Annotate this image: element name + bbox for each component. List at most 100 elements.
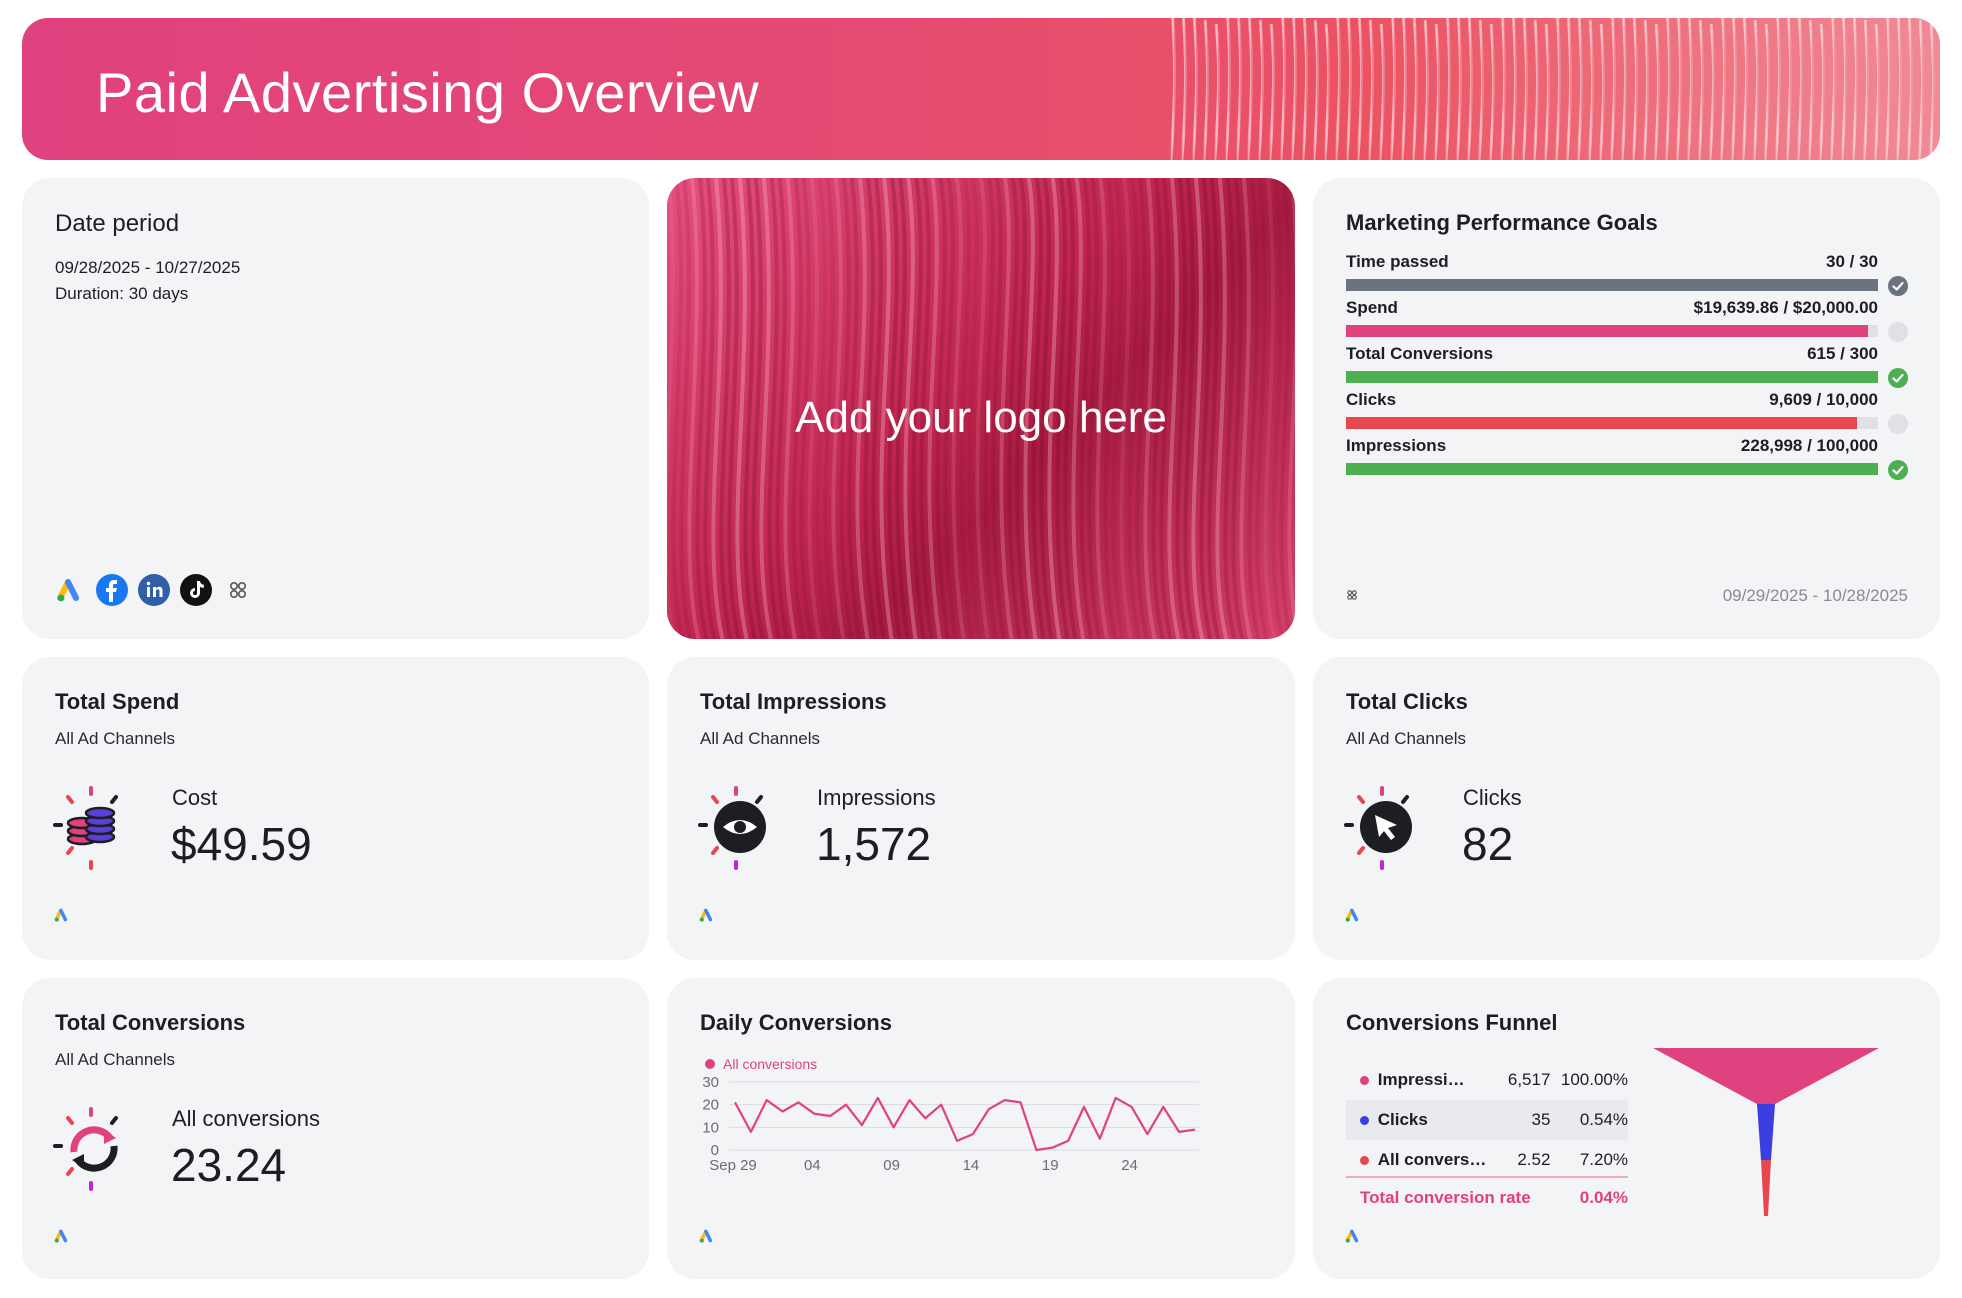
data-point[interactable] xyxy=(826,1112,834,1120)
data-point[interactable] xyxy=(794,1098,802,1106)
banner-wave-line xyxy=(1829,18,1837,160)
goal-row: Clicks 9,609 / 10,000 xyxy=(1346,390,1878,410)
integrations-icon[interactable] xyxy=(1345,588,1359,605)
banner-wave-line xyxy=(1202,19,1210,160)
google-ads-icon[interactable] xyxy=(54,574,86,606)
data-point[interactable] xyxy=(1128,1103,1136,1111)
funnel-row-name: Impressi… xyxy=(1377,1070,1465,1089)
data-point[interactable] xyxy=(890,1123,898,1131)
data-point[interactable] xyxy=(921,1114,929,1122)
goal-label: Spend xyxy=(1346,298,1398,317)
banner-wave-line xyxy=(1521,18,1529,160)
data-point[interactable] xyxy=(1017,1098,1025,1106)
data-point[interactable] xyxy=(1048,1144,1056,1152)
logo-wave-line xyxy=(667,178,677,639)
spend-title: Total Spend xyxy=(55,689,180,714)
data-point[interactable] xyxy=(1159,1103,1167,1111)
logo-wave-line xyxy=(1055,178,1070,639)
data-point[interactable] xyxy=(1175,1128,1183,1136)
data-point[interactable] xyxy=(969,1130,977,1138)
integrations-icon[interactable] xyxy=(222,574,254,606)
logo-placeholder-card[interactable]: Add your logo here xyxy=(667,178,1295,639)
tiktok-ads-icon[interactable] xyxy=(180,574,212,606)
daily-conversions-chart: 0 10 20 30 Sep 29 04 09 14 19 24 xyxy=(702,1074,1199,1174)
data-point[interactable] xyxy=(731,1098,739,1106)
data-point[interactable] xyxy=(747,1128,755,1136)
data-point[interactable] xyxy=(953,1137,961,1145)
data-point[interactable] xyxy=(858,1121,866,1129)
date-period-title: Date period xyxy=(55,210,180,237)
banner-wave-line xyxy=(1840,18,1848,160)
data-point[interactable] xyxy=(779,1107,787,1115)
logo-wave-line xyxy=(967,178,982,639)
logo-wave-line xyxy=(1255,178,1269,639)
data-point[interactable] xyxy=(905,1096,913,1104)
data-point[interactable] xyxy=(1080,1103,1088,1111)
banner-wave-line xyxy=(1697,19,1705,160)
duration-text: Duration: 30 days xyxy=(55,284,189,303)
data-point[interactable] xyxy=(1064,1137,1072,1145)
goal-status-icon xyxy=(1888,368,1908,388)
data-point[interactable] xyxy=(1096,1135,1104,1143)
logo-wave-line xyxy=(1231,178,1245,639)
banner-wave-line xyxy=(1378,23,1386,160)
banner-wave-line xyxy=(1708,23,1716,160)
total-clicks-card: Total Clicks All Ad Channels Clicks 82 xyxy=(1313,657,1940,960)
clicks-value: 82 xyxy=(1462,818,1514,870)
conversion-rate-label: Total conversion rate xyxy=(1360,1188,1531,1207)
data-point[interactable] xyxy=(937,1101,945,1109)
banner-wave-line xyxy=(1367,19,1375,160)
banner-wave-line xyxy=(1664,18,1672,160)
goal-label: Clicks xyxy=(1346,390,1397,409)
coins-icon xyxy=(53,786,118,870)
banner-wave-line xyxy=(1235,18,1243,160)
logo-wave-line xyxy=(855,178,870,639)
banner-wave-line xyxy=(1807,19,1815,160)
spend-value: $49.59 xyxy=(171,818,312,870)
goal-item: Clicks 9,609 / 10,000 xyxy=(1346,390,1908,434)
goal-value: $19,639.86 / $20,000.00 xyxy=(1693,298,1878,317)
data-point[interactable] xyxy=(1001,1096,1009,1104)
data-point[interactable] xyxy=(874,1094,882,1102)
data-point[interactable] xyxy=(1032,1146,1040,1154)
logo-wave-line xyxy=(1031,178,1046,639)
funnel-row-percent: 7.20% xyxy=(1579,1150,1629,1169)
conversion-rate-row: Total conversion rate 0.04% xyxy=(1346,1176,1628,1208)
banner-wave-art xyxy=(1169,18,1936,160)
banner-wave-line xyxy=(1389,18,1397,160)
logo-wave-line xyxy=(1015,178,1030,639)
logo-wave-line xyxy=(943,178,958,639)
banner-wave-line xyxy=(1477,19,1485,160)
logo-wave-line xyxy=(1079,178,1094,639)
logo-wave-line xyxy=(999,178,1014,639)
data-point[interactable] xyxy=(985,1105,993,1113)
data-point[interactable] xyxy=(1143,1130,1151,1138)
logo-wave-line xyxy=(735,178,749,639)
chart-legend[interactable]: All conversions xyxy=(705,1056,817,1072)
data-point[interactable] xyxy=(842,1101,850,1109)
goal-item: Total Conversions 615 / 300 xyxy=(1346,344,1908,388)
data-point[interactable] xyxy=(763,1096,771,1104)
goal-progress-track xyxy=(1346,371,1878,383)
funnel-row: Clicks 35 0.54% xyxy=(1346,1100,1628,1140)
series-line-all-conversions[interactable] xyxy=(734,1096,1196,1152)
banner-wave-line xyxy=(1587,19,1595,160)
google-ads-icon xyxy=(1345,907,1361,928)
facebook-ads-icon[interactable] xyxy=(96,574,128,606)
impressions-subtitle: All Ad Channels xyxy=(700,729,821,748)
banner-wave-line xyxy=(1763,23,1771,160)
total-conversions-card: Total Conversions All Ad Channels All co… xyxy=(22,978,649,1279)
linkedin-ads-icon[interactable] xyxy=(138,574,170,606)
data-point[interactable] xyxy=(1112,1094,1120,1102)
goal-item: Impressions 228,998 / 100,000 xyxy=(1346,436,1908,480)
logo-wave-line xyxy=(927,178,942,639)
banner-wave-line xyxy=(1609,18,1617,160)
data-point[interactable] xyxy=(810,1110,818,1118)
logo-wave-line xyxy=(1095,178,1110,639)
banner-wave-line xyxy=(1213,23,1221,160)
data-point[interactable] xyxy=(1191,1126,1199,1134)
logo-wave-line xyxy=(935,178,950,639)
logo-wave-line xyxy=(959,178,974,639)
goal-row: Time passed 30 / 30 xyxy=(1346,252,1878,272)
goal-value: 30 / 30 xyxy=(1826,252,1878,271)
